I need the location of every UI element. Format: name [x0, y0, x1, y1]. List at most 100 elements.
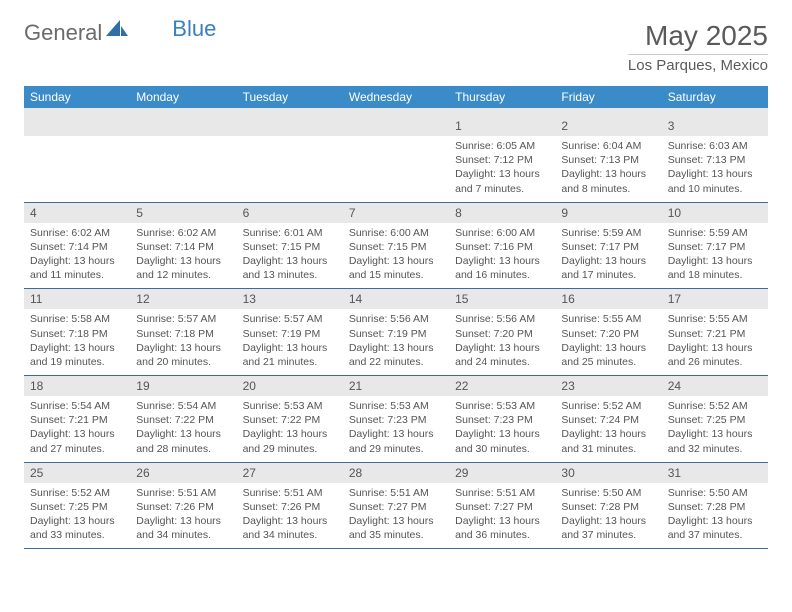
- daylight-line: Daylight: 13 hours and 11 minutes.: [30, 255, 115, 281]
- calendar-day-empty: [130, 116, 236, 202]
- sunset-line: Sunset: 7:21 PM: [30, 414, 108, 426]
- daylight-line: Daylight: 13 hours and 26 minutes.: [668, 342, 753, 368]
- day-info: Sunrise: 6:02 AMSunset: 7:14 PMDaylight:…: [24, 223, 130, 289]
- sunrise-line: Sunrise: 5:52 AM: [30, 487, 110, 499]
- sunset-line: Sunset: 7:13 PM: [561, 154, 639, 166]
- day-info: Sunrise: 5:51 AMSunset: 7:26 PMDaylight:…: [237, 483, 343, 549]
- day-header-friday: Friday: [555, 86, 661, 108]
- day-number: 17: [662, 289, 768, 309]
- day-header-saturday: Saturday: [662, 86, 768, 108]
- day-number: 30: [555, 463, 661, 483]
- day-info: Sunrise: 5:57 AMSunset: 7:19 PMDaylight:…: [237, 309, 343, 375]
- sunset-line: Sunset: 7:18 PM: [30, 328, 108, 340]
- sunset-line: Sunset: 7:21 PM: [668, 328, 746, 340]
- day-info: Sunrise: 5:59 AMSunset: 7:17 PMDaylight:…: [662, 223, 768, 289]
- title-block: May 2025 Los Parques, Mexico: [628, 20, 768, 74]
- calendar-week: 25 Sunrise: 5:52 AM Sunset: 7:25 PM Dayligh…: [24, 462, 768, 549]
- day-number: 20: [237, 376, 343, 396]
- sunset-line: Sunset: 7:25 PM: [668, 414, 746, 426]
- location: Los Parques, Mexico: [628, 57, 768, 74]
- daylight-line: Daylight: 13 hours and 37 minutes.: [668, 515, 753, 541]
- day-number: 19: [130, 376, 236, 396]
- sunrise-line: Sunrise: 6:01 AM: [243, 227, 323, 239]
- daylight-line: Daylight: 13 hours and 31 minutes.: [561, 428, 646, 454]
- sunset-line: Sunset: 7:15 PM: [243, 241, 321, 253]
- sunset-line: Sunset: 7:12 PM: [455, 154, 533, 166]
- day-info: Sunrise: 6:03 AMSunset: 7:13 PMDaylight:…: [662, 136, 768, 202]
- daylight-line: Daylight: 13 hours and 37 minutes.: [561, 515, 646, 541]
- calendar-day: 23Sunrise: 5:52 AMSunset: 7:24 PMDayligh…: [555, 376, 661, 463]
- sunrise-line: Sunrise: 5:57 AM: [243, 313, 323, 325]
- daylight-line: Daylight: 13 hours and 21 minutes.: [243, 342, 328, 368]
- day-info: Sunrise: 6:05 AMSunset: 7:12 PMDaylight:…: [449, 136, 555, 202]
- day-number: 3: [662, 116, 768, 136]
- sunset-line: Sunset: 7:20 PM: [455, 328, 533, 340]
- calendar-day: 1Sunrise: 6:05 AMSunset: 7:12 PMDaylight…: [449, 116, 555, 202]
- day-number: 16: [555, 289, 661, 309]
- sunrise-line: Sunrise: 5:55 AM: [561, 313, 641, 325]
- calendar-day-empty: [24, 116, 130, 202]
- sunset-line: Sunset: 7:17 PM: [561, 241, 639, 253]
- day-header-row: SundayMondayTuesdayWednesdayThursdayFrid…: [24, 86, 768, 108]
- day-number: 14: [343, 289, 449, 309]
- day-info: Sunrise: 5:51 AMSunset: 7:27 PMDaylight:…: [343, 483, 449, 549]
- calendar-day: 15Sunrise: 5:56 AMSunset: 7:20 PMDayligh…: [449, 289, 555, 376]
- daylight-line: Daylight: 13 hours and 30 minutes.: [455, 428, 540, 454]
- daylight-line: Daylight: 13 hours and 17 minutes.: [561, 255, 646, 281]
- day-number: 21: [343, 376, 449, 396]
- day-info: Sunrise: 5:56 AMSunset: 7:20 PMDaylight:…: [449, 309, 555, 375]
- daylight-line: Daylight: 13 hours and 33 minutes.: [30, 515, 115, 541]
- sunrise-line: Sunrise: 6:03 AM: [668, 140, 748, 152]
- calendar-week: 18Sunrise: 5:54 AMSunset: 7:21 PMDayligh…: [24, 376, 768, 463]
- sunrise-line: Sunrise: 6:02 AM: [136, 227, 216, 239]
- day-number: 7: [343, 203, 449, 223]
- day-number: 25: [24, 463, 130, 483]
- daylight-line: Daylight: 13 hours and 35 minutes.: [349, 515, 434, 541]
- sunrise-line: Sunrise: 5:53 AM: [349, 400, 429, 412]
- calendar-day-empty: [343, 116, 449, 202]
- sunset-line: Sunset: 7:24 PM: [561, 414, 639, 426]
- daylight-line: Daylight: 13 hours and 20 minutes.: [136, 342, 221, 368]
- day-number: 31: [662, 463, 768, 483]
- sunset-line: Sunset: 7:28 PM: [561, 501, 639, 513]
- sunrise-line: Sunrise: 5:51 AM: [136, 487, 216, 499]
- sunset-line: Sunset: 7:28 PM: [668, 501, 746, 513]
- daylight-line: Daylight: 13 hours and 8 minutes.: [561, 168, 646, 194]
- day-info: Sunrise: 5:57 AM Sunset: 7:18 PM Daylight:…: [130, 309, 236, 375]
- day-number: 29: [449, 463, 555, 483]
- daylight-line: Daylight: 13 hours and 29 minutes.: [243, 428, 328, 454]
- sunrise-line: Sunrise: 5:51 AM: [243, 487, 323, 499]
- day-info: [130, 136, 236, 198]
- day-info: Sunrise: 5:51 AMSunset: 7:26 PMDaylight:…: [130, 483, 236, 549]
- day-number: 12: [130, 289, 236, 309]
- day-info: Sunrise: 5:53 AMSunset: 7:23 PMDaylight:…: [449, 396, 555, 462]
- day-info: Sunrise: 5:53 AMSunset: 7:23 PMDaylight:…: [343, 396, 449, 462]
- daylight-line: Daylight: 13 hours and 7 minutes.: [455, 168, 540, 194]
- daylight-line: Daylight: 13 hours and 18 minutes.: [668, 255, 753, 281]
- day-info: Sunrise: 6:00 AMSunset: 7:16 PMDaylight:…: [449, 223, 555, 289]
- sunset-line: Sunset: 7:19 PM: [349, 328, 427, 340]
- day-number: 8: [449, 203, 555, 223]
- daylight-line: Daylight: 13 hours and 10 minutes.: [668, 168, 753, 194]
- day-info: Sunrise: 6:04 AMSunset: 7:13 PMDaylight:…: [555, 136, 661, 202]
- day-number: [24, 116, 130, 136]
- day-info: [237, 136, 343, 198]
- sunset-line: Sunset: 7:18 PM: [136, 328, 214, 340]
- day-header-wednesday: Wednesday: [343, 86, 449, 108]
- calendar-day: 24Sunrise: 5:52 AMSunset: 7:25 PMDayligh…: [662, 376, 768, 463]
- daylight-line: Daylight: 13 hours and 34 minutes.: [136, 515, 221, 541]
- daylight-line: Daylight: 13 hours and 29 minutes.: [349, 428, 434, 454]
- sunrise-line: Sunrise: 5:56 AM: [455, 313, 535, 325]
- sunrise-line: Sunrise: 5:57 AM: [136, 313, 216, 325]
- day-info: Sunrise: 5:58 AMSunset: 7:18 PMDaylight:…: [24, 309, 130, 375]
- calendar-day: 11Sunrise: 5:58 AMSunset: 7:18 PMDayligh…: [24, 289, 130, 376]
- sunrise-line: Sunrise: 5:54 AM: [30, 400, 110, 412]
- day-info: Sunrise: 5:50 AMSunset: 7:28 PMDaylight:…: [555, 483, 661, 549]
- sunrise-line: Sunrise: 5:56 AM: [349, 313, 429, 325]
- day-number: [343, 116, 449, 136]
- sunset-line: Sunset: 7:25 PM: [30, 501, 108, 513]
- logo-sail-icon: [106, 20, 128, 41]
- day-info: Sunrise: 5:54 AMSunset: 7:22 PMDaylight:…: [130, 396, 236, 462]
- calendar-day: 9Sunrise: 5:59 AMSunset: 7:17 PMDaylight…: [555, 202, 661, 289]
- day-number: 24: [662, 376, 768, 396]
